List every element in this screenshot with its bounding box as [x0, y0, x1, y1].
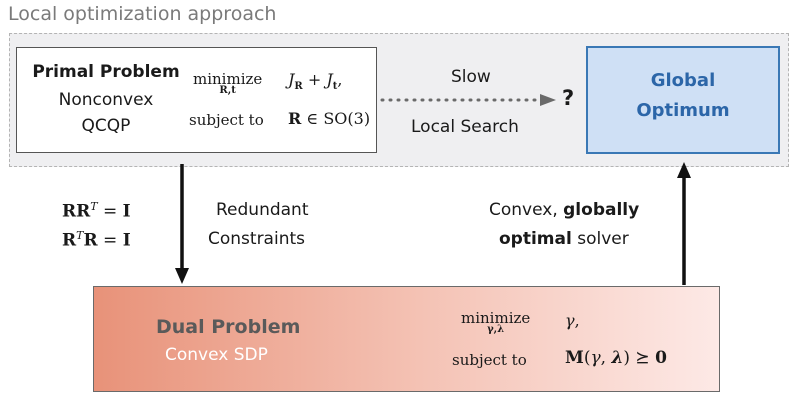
constraint-equation-1: RRT = I — [62, 200, 131, 222]
primal-minimize-text: minimize — [193, 70, 263, 88]
constraints-label: Constraints — [208, 229, 305, 249]
optimal-solver-label: optimal solver — [499, 229, 629, 249]
dual-problem-title: Dual Problem — [156, 316, 301, 338]
primal-objective: JR + Jt, — [288, 70, 343, 93]
dual-subject-to-keyword: subject to — [452, 351, 527, 369]
global-optimum-box — [586, 46, 780, 154]
section-label: Local optimization approach — [8, 3, 277, 25]
slow-label: Slow — [451, 67, 491, 87]
dual-constraint: M(γ, λ) ⪰ 0 — [565, 348, 667, 368]
primal-problem-subtitle-2: QCQP — [81, 116, 131, 136]
global-optimum-line2: Optimum — [636, 100, 730, 121]
constraint-equation-2: RTR = I — [62, 229, 131, 251]
global-optimum-label: Global Optimum — [586, 66, 780, 126]
down-arrow-head — [175, 268, 189, 284]
dual-minimize-text: minimize — [461, 309, 531, 327]
globally-text: globally — [563, 200, 640, 220]
dual-minimize-vars: γ,λ — [487, 324, 505, 335]
up-arrow-head — [677, 162, 691, 178]
primal-minimize-keyword: minimize R,t — [193, 70, 262, 97]
solver-text: solver — [577, 229, 629, 249]
dual-minimize-keyword: minimize γ,λ — [461, 309, 530, 336]
primal-subject-to-keyword: subject to — [189, 111, 264, 129]
global-optimum-line1: Global — [650, 70, 716, 91]
convex-text: Convex, — [489, 200, 558, 220]
optimal-text: optimal — [499, 229, 572, 249]
primal-problem-subtitle-1: Nonconvex — [58, 90, 154, 110]
local-search-label: Local Search — [411, 117, 519, 137]
question-mark: ? — [562, 86, 575, 110]
primal-constraint: R ∈ SO(3) — [288, 109, 371, 128]
dotted-arrow-head — [540, 94, 556, 106]
dual-problem-subtitle: Convex SDP — [165, 345, 268, 365]
primal-minimize-vars: R,t — [219, 85, 236, 96]
redundant-label: Redundant — [216, 200, 309, 220]
primal-problem-box — [16, 47, 377, 153]
convex-globally-label: Convex, globally — [489, 200, 639, 220]
dual-objective: γ, — [565, 311, 580, 330]
dual-problem-box — [93, 286, 720, 392]
primal-problem-title: Primal Problem — [32, 62, 180, 82]
